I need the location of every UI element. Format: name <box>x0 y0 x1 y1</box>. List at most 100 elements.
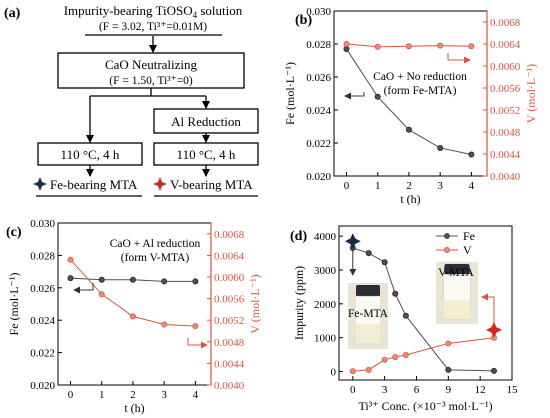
fe-star-icon <box>344 233 361 250</box>
x-tick-label: 2 <box>130 389 136 401</box>
y-right-tick-label: 0.0056 <box>214 294 245 306</box>
fe-point <box>392 290 399 297</box>
y-right-tick-label: 0.0064 <box>490 39 521 51</box>
x-tick-label: 4 <box>193 389 199 401</box>
y-right-tick-label: 0.0044 <box>490 149 521 161</box>
y-right-tick-label: 0.0052 <box>214 315 244 327</box>
fe-point <box>374 93 381 100</box>
fe-series-line <box>346 48 472 156</box>
y-right-tick-label: 0.0056 <box>490 83 521 95</box>
panel-label-a: (a) <box>4 6 21 21</box>
v-point <box>349 368 356 375</box>
fe-point <box>490 367 497 374</box>
y-left-tick-label: 0.026 <box>306 72 331 84</box>
y-tick-label: 0 <box>331 367 337 379</box>
x-tick-label: 1 <box>375 180 381 192</box>
v-point <box>129 313 136 320</box>
x-axis-label: Ti³⁺ Conc. (×10⁻³ mol·L⁻¹) <box>358 399 492 413</box>
y-tick-label: 2000 <box>314 299 337 311</box>
fe-point <box>402 312 409 319</box>
y-tick-label: 1000 <box>314 333 337 345</box>
x-tick-label: 12 <box>475 384 486 396</box>
vial-powder <box>443 300 471 320</box>
v-axis-arrow <box>447 53 471 64</box>
y-left-tick-label: 0.026 <box>30 283 55 295</box>
fe-point <box>129 276 136 283</box>
y-right-tick-label: 0.0068 <box>214 229 245 241</box>
panel-label: (c) <box>6 225 22 240</box>
y-left-tick-label: 0.022 <box>30 348 55 360</box>
fe-point <box>343 45 350 52</box>
fe-point <box>365 250 372 257</box>
v-point <box>402 351 409 358</box>
flow-cond-left: 110 °C, 4 h <box>61 147 120 162</box>
legend-marker <box>443 232 450 239</box>
x-tick-label: 6 <box>414 384 420 396</box>
y-axis-label: Impurity (ppm) <box>292 266 306 340</box>
v-point <box>445 340 452 347</box>
y-left-tick-label: 0.030 <box>30 218 55 230</box>
fe-point <box>192 278 199 285</box>
y-left-tick-label: 0.020 <box>30 380 55 392</box>
flow-cond-right: 110 °C, 4 h <box>177 147 236 162</box>
x-tick-label: 0 <box>344 180 350 192</box>
legend-label: Fe <box>463 229 475 243</box>
x-axis-label: t (h) <box>124 401 144 415</box>
y-right-tick-label: 0.0060 <box>214 272 245 284</box>
flow-neutralize-params: (F = 1.50, Ti³⁺=0) <box>109 75 193 87</box>
fe-axis-arrow <box>73 283 94 294</box>
x-tick-label: 3 <box>382 384 388 396</box>
photo-fe-mta-label: Fe-MTA <box>348 308 389 320</box>
v-star-pointer <box>481 293 495 332</box>
chart-panel-c: 0 1 2 3 4 0.020 0.022 0.024 0.026 0.028 0.030 0.004… <box>6 218 262 415</box>
y-right-tick-label: 0.0040 <box>214 380 245 392</box>
fe-point <box>445 366 452 373</box>
fe-axis-arrow <box>344 92 365 100</box>
vial-cap <box>444 264 470 276</box>
flow-out-left: Fe-bearing MTA <box>50 177 138 192</box>
x-tick-label: 0 <box>350 384 356 396</box>
v-point <box>468 43 475 50</box>
fe-point <box>437 144 444 151</box>
flow-al-label: Al Reduction <box>171 114 241 129</box>
v-point <box>161 321 168 328</box>
flow-out-right: V-bearing MTA <box>170 177 253 192</box>
y-left-tick-label: 0.022 <box>306 138 331 150</box>
y-right-tick-label: 0.0052 <box>490 105 520 117</box>
plot-frame <box>338 225 513 381</box>
v-point <box>98 291 105 298</box>
x-tick-label: 1 <box>99 389 105 401</box>
y-left-tick-label: 0.030 <box>306 6 331 18</box>
v-point <box>381 356 388 363</box>
annotation-line2: (form V-MTA) <box>121 252 190 264</box>
fe-point <box>468 151 475 158</box>
fe-point <box>67 275 74 282</box>
vial-powder <box>355 323 381 344</box>
v-point <box>365 366 372 373</box>
x-tick-label: 2 <box>406 180 412 192</box>
panel-label: (b) <box>295 13 312 28</box>
y-left-axis-label: Fe (mol·L⁻¹) <box>7 273 21 336</box>
y-left-tick-label: 0.024 <box>306 105 331 117</box>
x-tick-label: 15 <box>507 384 519 396</box>
photo-v-mta <box>436 262 478 324</box>
flow-box-al <box>153 108 259 134</box>
chart-panel-d: 0 3 6 9 12 15 0 1000 2000 3000 4000 Ti³⁺ Conc. (×10… <box>290 225 519 413</box>
y-left-tick-label: 0.028 <box>306 39 331 51</box>
y-left-tick-label: 0.024 <box>30 315 55 327</box>
flow-top-title: Impurity-bearing TiOSO4 solution <box>64 3 243 20</box>
flow-top-params: (F = 3.02, Ti³⁺=0.01M) <box>99 21 207 33</box>
y-left-axis-label: Fe (mol·L⁻¹) <box>283 62 297 125</box>
photo-fe-mta <box>348 283 388 349</box>
v-point <box>192 323 199 330</box>
y-left-tick-label: 0.020 <box>306 171 331 183</box>
x-tick-label: 4 <box>469 180 475 192</box>
photo-v-mta-label: V-MTA <box>438 267 474 279</box>
annotation-line2: (form Fe-MTA) <box>384 85 457 97</box>
v-axis-arrow <box>187 338 208 349</box>
v-point <box>392 353 399 360</box>
legend-label: V <box>463 243 472 257</box>
y-tick-label: 3000 <box>314 265 337 277</box>
x-tick-label: 3 <box>437 180 443 192</box>
